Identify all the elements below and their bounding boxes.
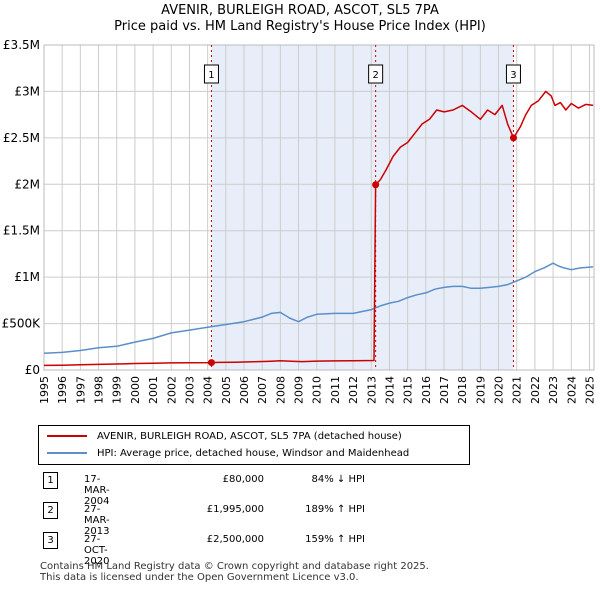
legend-swatch-property [47, 435, 87, 437]
x-tick-label: 2004 [202, 376, 215, 404]
x-tick-label: 2011 [329, 376, 342, 404]
legend-item-hpi: HPI: Average price, detached house, Wind… [47, 446, 409, 460]
x-tick-label: 2006 [238, 376, 251, 404]
x-tick-label: 2015 [402, 376, 415, 404]
sale-number-badge: 1 [43, 472, 58, 489]
sale-point [207, 359, 215, 367]
x-tick-label: 2012 [347, 376, 360, 404]
x-tick-label: 2018 [456, 376, 469, 404]
x-tick-label: 1995 [38, 376, 51, 404]
sale-marker-box [203, 64, 219, 84]
x-tick-label: 2021 [511, 376, 524, 404]
x-tick-label: 1999 [111, 376, 124, 404]
y-tick-label: £3M [14, 84, 40, 98]
x-tick-label: 2022 [529, 376, 542, 404]
plot-border [43, 44, 595, 371]
legend-label-property: AVENIR, BURLEIGH ROAD, ASCOT, SL5 7PA (d… [97, 430, 402, 442]
y-tick-label: £1.5M [3, 224, 40, 238]
sale-hpi-comparison: 84% ↓ HPI [311, 474, 365, 485]
sale-price: £1,995,000 [206, 504, 264, 515]
sale-price: £80,000 [222, 474, 264, 485]
x-tick-label: 2020 [493, 376, 506, 404]
chart-subtitle: Price paid vs. HM Land Registry's House … [114, 19, 486, 34]
legend-swatch-hpi [47, 452, 87, 454]
sale-point [372, 181, 380, 189]
price-chart: £0 £500K £1M £1.5M £2M £2.5M £3M £3.5M 1995 1996 1… [2, 38, 597, 404]
y-tick-label: £1M [14, 270, 40, 284]
x-tick-label: 2007 [256, 376, 269, 404]
legend-item-property: AVENIR, BURLEIGH ROAD, ASCOT, SL5 7PA (d… [47, 429, 402, 443]
y-tick-label: £500K [2, 317, 42, 331]
x-tick-label: 2001 [147, 376, 160, 404]
sale-marker-box [368, 64, 384, 84]
sale-date: 27-OCT-2020 [84, 534, 110, 567]
x-tick-label: 2010 [311, 376, 324, 404]
x-tick-label: 2016 [420, 376, 433, 404]
sale-number-badge: 3 [43, 532, 58, 549]
x-tick-label: 1996 [56, 376, 69, 404]
sale-price: £2,500,000 [206, 534, 264, 545]
sale-marker-label: 1 [208, 70, 214, 81]
x-tick-label: 2003 [183, 376, 196, 404]
x-tick-label: 2017 [438, 376, 451, 404]
y-tick-label: £2M [14, 177, 40, 191]
chart-title: AVENIR, BURLEIGH ROAD, ASCOT, SL5 7PA [161, 3, 439, 18]
sale-date: 27-MAR-2013 [84, 504, 110, 537]
sale-number-badge: 2 [43, 502, 58, 519]
x-tick-label: 1997 [74, 376, 87, 404]
x-tick-label: 1998 [93, 376, 106, 404]
property-price-line [43, 90, 594, 367]
x-tick-label: 2009 [293, 376, 306, 404]
sale-marker-label: 3 [510, 70, 516, 81]
x-tick-label: 2023 [547, 376, 560, 404]
sale-hpi-comparison: 159% ↑ HPI [305, 534, 365, 545]
sale-date: 17-MAR-2004 [84, 474, 110, 507]
ownership-shaded-region [211, 45, 514, 370]
y-tick-label: £3.5M [3, 38, 40, 52]
x-tick-label: 2024 [565, 376, 578, 404]
x-tick-label: 2008 [274, 376, 287, 404]
footer-licence: This data is licensed under the Open Gov… [40, 572, 359, 583]
sale-marker-box [505, 64, 521, 84]
y-tick-label: £2.5M [3, 131, 40, 145]
x-tick-label: 2013 [365, 376, 378, 404]
hpi-line [43, 262, 594, 355]
footer-copyright: Contains HM Land Registry data © Crown c… [40, 561, 429, 572]
x-tick-label: 2014 [383, 376, 396, 404]
x-tick-label: 2025 [583, 376, 596, 404]
x-tick-label: 2000 [129, 376, 142, 404]
sale-marker-label: 2 [372, 70, 378, 81]
sale-point [509, 134, 517, 142]
sale-hpi-comparison: 189% ↑ HPI [305, 504, 365, 515]
chart-legend: AVENIR, BURLEIGH ROAD, ASCOT, SL5 7PA (d… [38, 425, 470, 465]
x-tick-label: 2002 [165, 376, 178, 404]
legend-label-hpi: HPI: Average price, detached house, Wind… [97, 447, 410, 459]
y-tick-label: £0 [25, 363, 40, 377]
x-tick-label: 2005 [220, 376, 233, 404]
x-tick-label: 2019 [474, 376, 487, 404]
